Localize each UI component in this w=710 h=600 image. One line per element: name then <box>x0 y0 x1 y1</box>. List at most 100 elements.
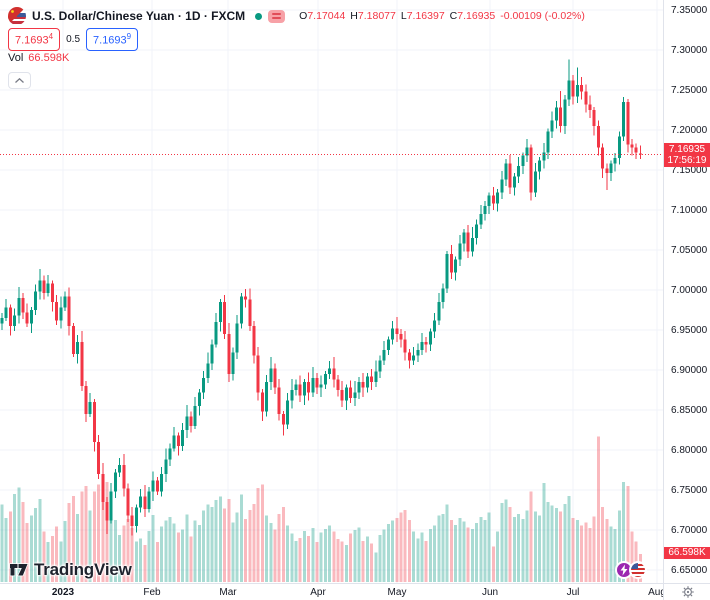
volume-bar <box>533 511 537 582</box>
volume-bar <box>613 529 617 582</box>
price-axis[interactable]: 7.35000 7.30000 7.25000 7.20000 7.15000 7.100… <box>663 0 710 583</box>
bid-price-badge[interactable]: 7.16934 <box>8 28 61 51</box>
collapse-legend-button[interactable] <box>8 72 31 89</box>
volume-bar <box>42 531 46 582</box>
volume-bar <box>378 534 382 582</box>
volume-bar <box>197 524 201 582</box>
volume-bar <box>80 491 84 582</box>
symbol-title[interactable]: U.S. Dollar/Chinese Yuan · 1D · FXCM <box>32 9 246 23</box>
volume-bar <box>504 499 508 582</box>
volume-bar <box>84 486 88 582</box>
candle-body <box>336 379 340 390</box>
candle-body <box>71 326 75 354</box>
volume-bar <box>97 484 101 582</box>
price-tick-label: 6.90000 <box>671 365 708 376</box>
volume-legend: Vol 66.598K <box>8 52 69 64</box>
candle-body <box>441 288 445 302</box>
candle-body <box>319 384 323 388</box>
candle-body <box>353 392 357 398</box>
candle-body <box>193 406 197 426</box>
candle-body <box>134 507 138 526</box>
candle-body <box>365 376 369 388</box>
candle-body <box>4 307 8 318</box>
volume-bar <box>349 533 353 582</box>
candle-body <box>588 104 592 110</box>
open-label: O <box>299 10 308 22</box>
volume-bar <box>168 516 172 582</box>
gear-icon[interactable] <box>681 585 695 599</box>
candle-body <box>172 435 176 449</box>
ohlc-values: O7.17044 H7.18077 L7.16397 C7.16935 -0.0… <box>299 10 585 22</box>
volume-bar <box>29 515 33 582</box>
market-status-icon[interactable] <box>255 12 263 20</box>
volume-bar <box>88 510 92 582</box>
volume-bar <box>311 528 315 582</box>
price-chart[interactable] <box>0 0 663 583</box>
candle-body <box>357 382 361 393</box>
candle-body <box>496 192 500 204</box>
candle-body <box>328 368 332 374</box>
candle-body <box>281 414 285 425</box>
volume-bar <box>8 511 12 582</box>
change-value: -0.00109 (-0.02%) <box>500 10 585 22</box>
volume-bar <box>336 539 340 582</box>
volume-bar <box>416 538 420 582</box>
volume-bar <box>542 482 546 582</box>
candle-body <box>596 126 600 148</box>
candle-body <box>483 206 487 214</box>
candle-body <box>529 147 533 193</box>
candle-body <box>399 334 403 340</box>
candle-body <box>386 339 390 350</box>
candle-body <box>206 363 210 378</box>
candle-body <box>67 296 71 326</box>
candle-body <box>449 254 453 273</box>
candle-body <box>252 326 256 356</box>
candle-body <box>428 331 432 345</box>
volume-bar <box>239 494 243 582</box>
volume-bar <box>462 521 466 582</box>
candle-body <box>580 85 584 92</box>
candle-body <box>504 163 508 180</box>
candle-body <box>475 224 479 238</box>
candle-body <box>143 496 147 510</box>
volume-bar <box>449 519 453 582</box>
volume-bar <box>118 534 122 582</box>
tradingview-watermark[interactable]: TradingView <box>8 559 132 580</box>
candle-body <box>361 382 365 388</box>
bar-countdown: 17:56:19 <box>667 155 707 167</box>
time-tick-label: Mar <box>219 587 237 598</box>
volume-bar <box>403 509 407 582</box>
volume-bar <box>559 511 563 582</box>
volume-bar <box>294 540 298 582</box>
axis-corner <box>663 583 710 600</box>
candle-body <box>412 355 416 361</box>
candle-body <box>424 342 428 345</box>
volume-bar <box>479 516 483 582</box>
us-flag-icon[interactable] <box>629 561 647 579</box>
candle-body <box>500 179 504 193</box>
ask-price-badge[interactable]: 7.16939 <box>86 28 139 51</box>
list-badge-icon[interactable] <box>268 9 286 23</box>
candle-body <box>546 131 550 153</box>
time-tick-label: Feb <box>143 587 161 598</box>
volume-bar <box>290 533 294 582</box>
candle-body <box>202 378 206 393</box>
volume-bar <box>223 508 227 582</box>
candle-body <box>370 376 374 382</box>
volume-bar <box>332 531 336 582</box>
price-tick-label: 6.70000 <box>671 525 708 536</box>
volume-bar <box>584 522 588 582</box>
volume-bar <box>353 529 357 582</box>
candle-body <box>160 474 164 492</box>
volume-bar <box>244 519 248 582</box>
candle-body <box>189 416 193 426</box>
candle-body <box>433 320 437 332</box>
volume-bar <box>382 529 386 582</box>
volume-bar <box>386 524 390 582</box>
time-tick-label: May <box>387 587 407 598</box>
candle-body <box>227 334 231 374</box>
volume-bar <box>496 531 500 582</box>
time-axis[interactable]: 2023 Feb Mar Apr May Jun Jul Aug <box>0 583 666 600</box>
volume-bar <box>470 529 474 582</box>
candle-body <box>416 350 420 356</box>
